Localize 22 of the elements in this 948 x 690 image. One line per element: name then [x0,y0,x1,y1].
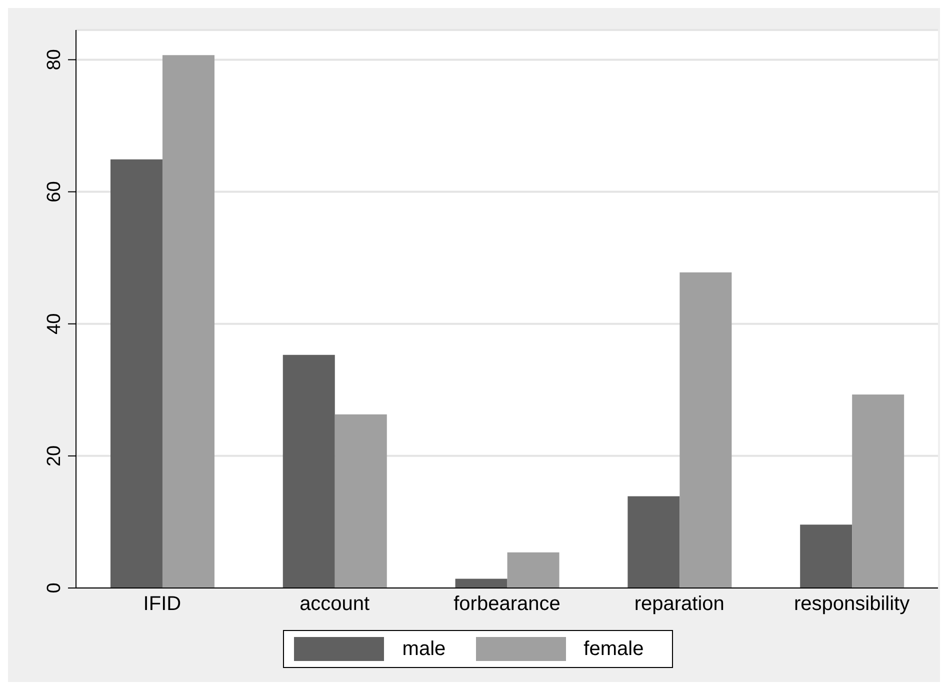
bar [507,552,560,588]
x-tick-label: responsibility [794,593,910,616]
y-tick-label: 0 [44,582,65,594]
y-tick-label: 60 [44,181,65,202]
y-tick-label: 40 [44,313,65,334]
legend-label: male [402,638,446,660]
x-tick-label: account [300,593,370,616]
bar [110,159,162,588]
bar [455,578,508,588]
y-tick-label: 80 [44,49,65,70]
bar [162,55,214,588]
y-tick-label: 20 [44,445,65,466]
bar [628,496,680,588]
legend-label: female [584,638,644,660]
bar [800,524,852,588]
bar [852,394,904,588]
bar [334,414,387,588]
bar [680,272,732,588]
x-tick-label: forbearance [454,593,560,616]
bar [282,354,335,588]
x-tick-label: IFID [143,593,182,616]
x-tick-label: reparation [634,593,724,616]
